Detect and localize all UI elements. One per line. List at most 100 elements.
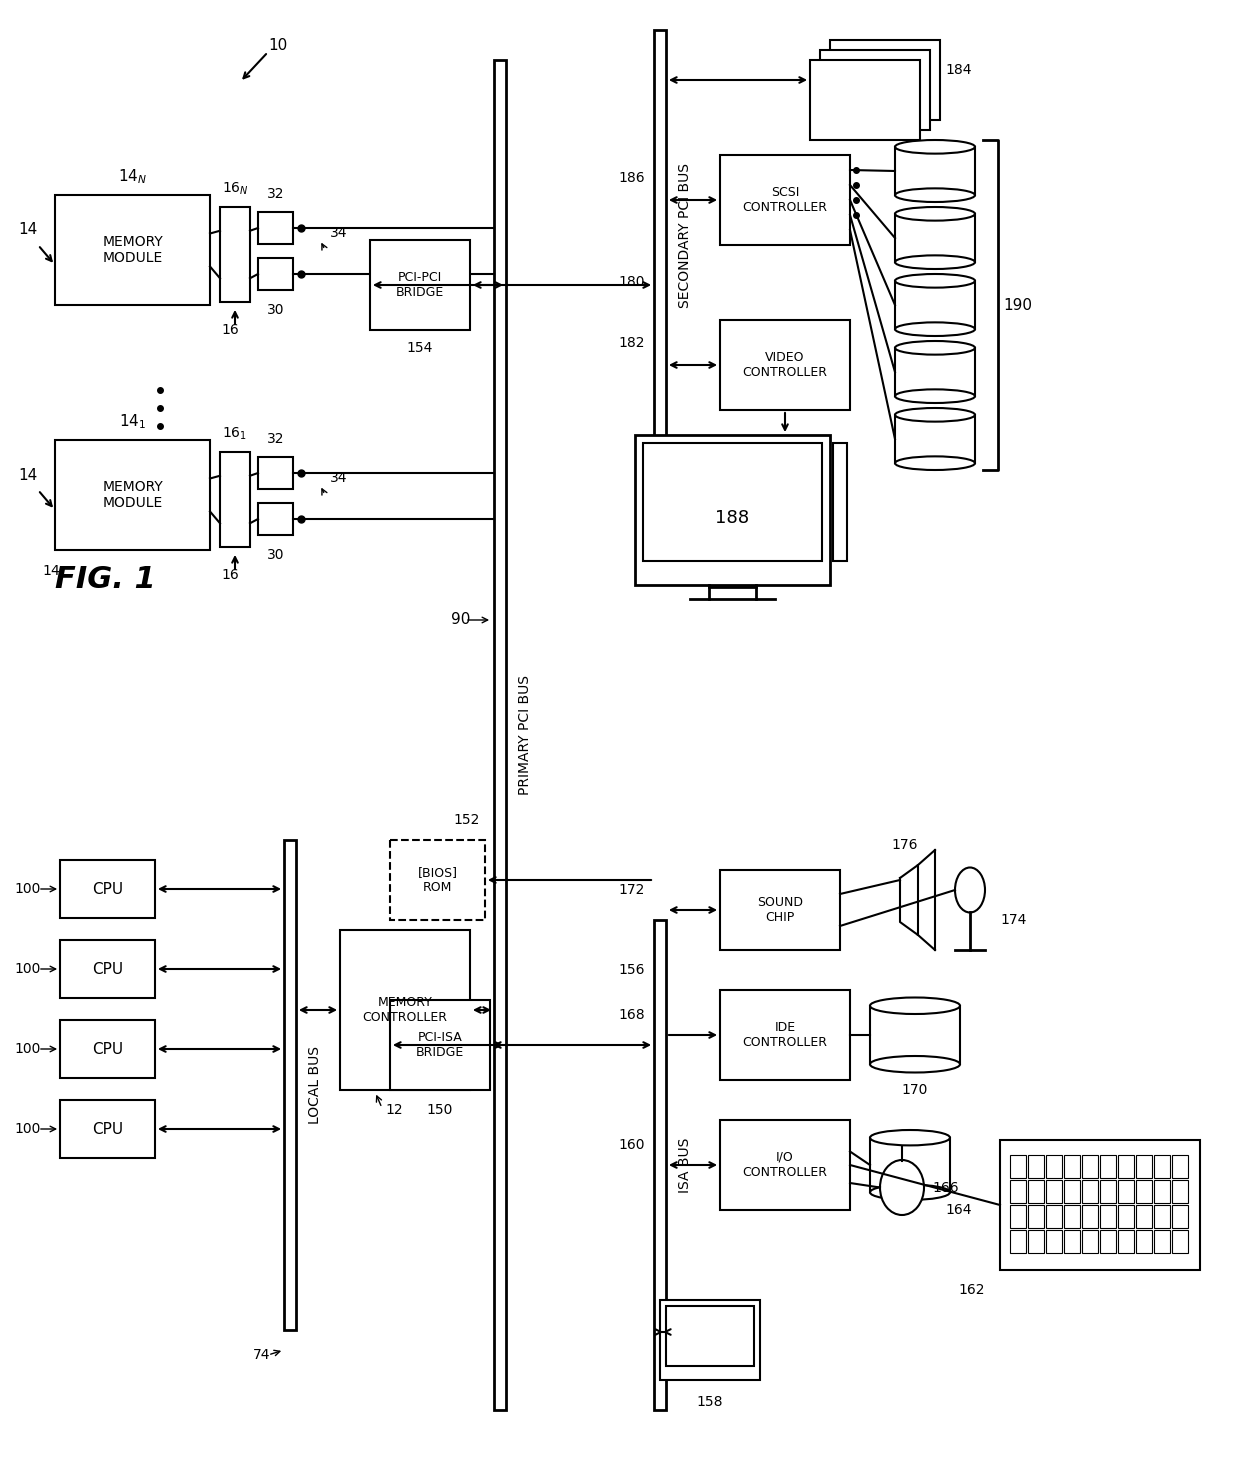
Text: CPU: CPU	[92, 1041, 123, 1057]
Text: 152: 152	[454, 813, 480, 827]
Bar	[830, 40, 940, 120]
Bar	[1118, 1155, 1135, 1179]
Bar	[1083, 1155, 1097, 1179]
Bar	[1172, 1180, 1188, 1203]
Ellipse shape	[895, 408, 975, 422]
Bar	[1136, 1180, 1152, 1203]
Text: 32: 32	[267, 432, 284, 447]
Text: $16_N$: $16_N$	[222, 180, 248, 198]
Bar	[1047, 1155, 1061, 1179]
Text: 10: 10	[268, 38, 288, 53]
Bar	[720, 990, 849, 1080]
Text: 184: 184	[945, 63, 971, 78]
Bar	[999, 1140, 1200, 1269]
Bar	[1100, 1205, 1116, 1228]
Bar	[60, 1099, 155, 1158]
Bar	[258, 258, 293, 290]
Text: 30: 30	[267, 548, 284, 562]
Text: PRIMARY PCI BUS: PRIMARY PCI BUS	[518, 675, 532, 795]
Ellipse shape	[895, 457, 975, 470]
Text: 176: 176	[892, 837, 919, 852]
Bar	[1083, 1205, 1097, 1228]
Ellipse shape	[895, 341, 975, 354]
Text: 182: 182	[619, 337, 645, 350]
Text: 162: 162	[959, 1282, 985, 1297]
Bar	[895, 146, 975, 195]
Text: 174: 174	[999, 914, 1027, 927]
Bar	[1064, 1205, 1080, 1228]
Bar	[666, 1306, 754, 1366]
Bar	[219, 452, 250, 548]
Bar	[1136, 1230, 1152, 1253]
Bar	[1172, 1230, 1188, 1253]
Text: 166: 166	[932, 1180, 959, 1195]
Text: MEMORY
MODULE: MEMORY MODULE	[102, 234, 162, 265]
Bar	[1100, 1180, 1116, 1203]
Text: 154: 154	[407, 341, 433, 354]
Text: 186: 186	[619, 171, 645, 184]
Text: 14: 14	[19, 467, 37, 483]
Bar	[1064, 1155, 1080, 1179]
Bar	[1154, 1180, 1171, 1203]
Text: $14_1$: $14_1$	[42, 564, 67, 580]
Text: 34: 34	[330, 471, 347, 485]
Ellipse shape	[895, 206, 975, 221]
Bar	[1083, 1230, 1097, 1253]
Text: LOCAL BUS: LOCAL BUS	[308, 1045, 322, 1124]
Text: 30: 30	[267, 303, 284, 318]
Text: SECONDARY PCI BUS: SECONDARY PCI BUS	[678, 163, 692, 307]
Text: 34: 34	[330, 225, 347, 240]
Bar	[1011, 1155, 1025, 1179]
Text: PCI-ISA
BRIDGE: PCI-ISA BRIDGE	[415, 1031, 464, 1058]
Bar	[1028, 1180, 1044, 1203]
Bar	[370, 240, 470, 329]
Bar	[284, 840, 296, 1329]
Ellipse shape	[895, 274, 975, 287]
Bar	[391, 840, 485, 919]
Text: 74: 74	[253, 1348, 270, 1362]
Bar	[870, 1006, 960, 1064]
Text: 180: 180	[619, 275, 645, 290]
Bar	[1028, 1230, 1044, 1253]
Ellipse shape	[895, 255, 975, 269]
Bar	[653, 29, 666, 441]
Bar	[1154, 1230, 1171, 1253]
Ellipse shape	[895, 322, 975, 337]
Text: 160: 160	[619, 1138, 645, 1152]
Text: 164: 164	[945, 1203, 971, 1217]
Bar	[494, 60, 506, 1410]
Text: 158: 158	[697, 1395, 723, 1408]
Text: PCI-PCI
BRIDGE: PCI-PCI BRIDGE	[396, 271, 444, 299]
Bar	[653, 919, 666, 1410]
Bar	[1136, 1205, 1152, 1228]
Text: 100: 100	[15, 881, 41, 896]
Bar	[1100, 1155, 1116, 1179]
Ellipse shape	[895, 389, 975, 403]
Bar	[660, 1300, 760, 1381]
Bar	[820, 50, 930, 130]
Bar	[644, 444, 822, 561]
Bar	[1154, 1155, 1171, 1179]
Ellipse shape	[955, 868, 985, 912]
Ellipse shape	[870, 997, 960, 1015]
Text: 188: 188	[715, 509, 749, 527]
Bar	[60, 859, 155, 918]
Text: CPU: CPU	[92, 962, 123, 976]
Text: 12: 12	[384, 1102, 403, 1117]
Bar	[895, 348, 975, 397]
Bar	[1064, 1180, 1080, 1203]
Bar	[1154, 1205, 1171, 1228]
Bar	[810, 60, 920, 141]
Text: $14_1$: $14_1$	[119, 413, 146, 432]
Bar	[895, 214, 975, 262]
Bar	[720, 1120, 849, 1211]
Text: 100: 100	[15, 1042, 41, 1056]
Bar	[1011, 1230, 1025, 1253]
Bar	[1028, 1205, 1044, 1228]
Text: CPU: CPU	[92, 881, 123, 896]
Bar	[1118, 1180, 1135, 1203]
Text: $14_N$: $14_N$	[118, 168, 148, 186]
Polygon shape	[900, 865, 918, 935]
Text: FIG. 1: FIG. 1	[55, 565, 156, 594]
Bar	[258, 504, 293, 534]
